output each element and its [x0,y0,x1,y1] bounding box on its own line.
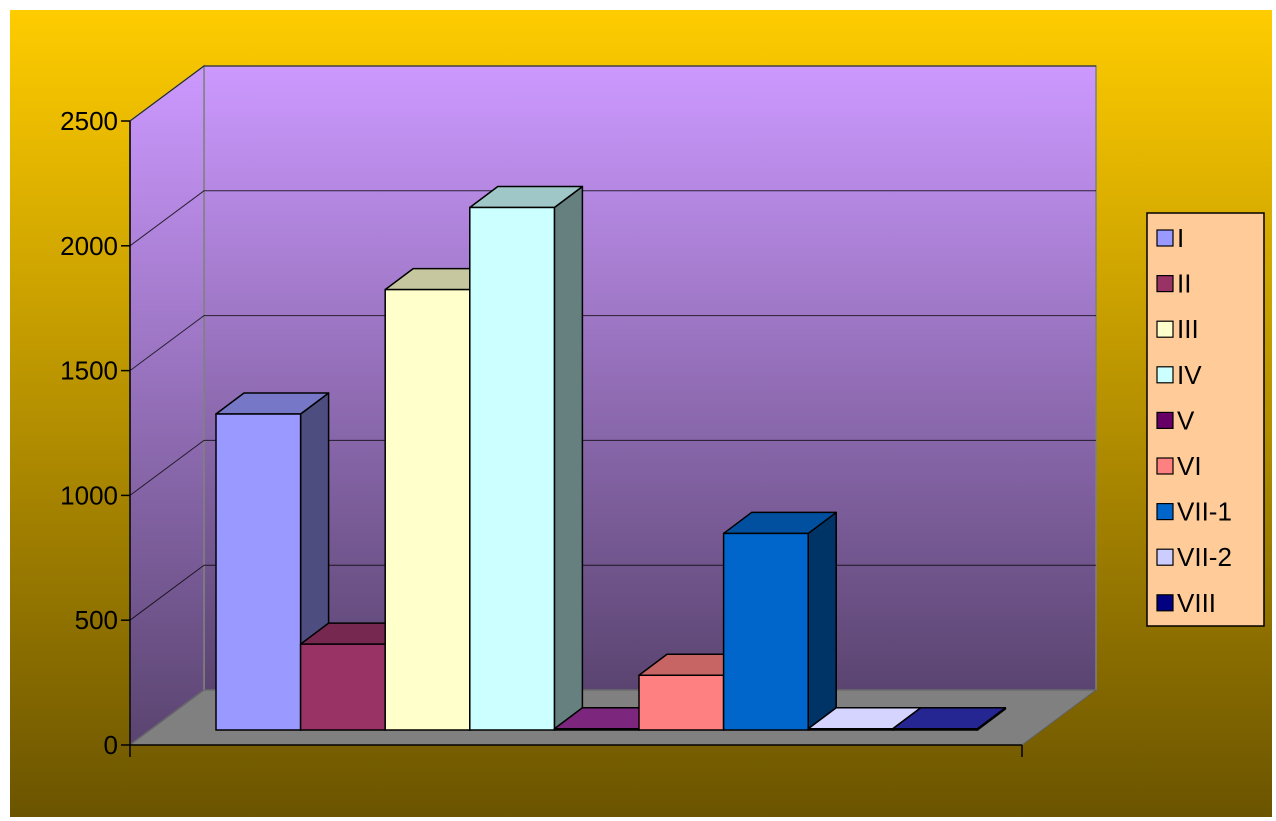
y-tick-label: 2000 [60,231,118,261]
legend-swatch [1156,503,1174,521]
bar-vii-1 [722,511,837,731]
bar-iv [469,185,584,731]
legend-label: VI [1177,451,1202,481]
legend-label: I [1177,223,1184,253]
bar-viii [892,707,1007,731]
legend-swatch [1156,457,1174,475]
gridline [129,439,1096,496]
bar-front [638,674,725,731]
bar-front [299,643,386,731]
legend-label: VII-1 [1177,497,1232,527]
legend-swatch [1156,320,1174,338]
bar-front [384,288,471,731]
legend-swatch [1156,275,1174,293]
legend-label: IV [1177,360,1202,390]
legend-label: III [1177,314,1199,344]
bar-front [215,413,302,731]
bar-front [469,206,556,731]
gridline [129,190,1096,247]
legend-swatch [1156,594,1174,612]
legend-label: V [1177,405,1195,435]
y-tick-label: 1000 [60,480,118,510]
legend-label: II [1177,269,1191,299]
bar-front [553,728,640,731]
gridline [129,315,1096,372]
bar-front [722,532,809,731]
legend-swatch [1156,548,1174,566]
y-tick-label: 2500 [60,106,118,136]
bar-front [807,728,894,731]
value-axis: 0 500 1000 1500 2000 2500 [60,106,1023,760]
legend-swatch [1156,229,1174,247]
side-wall [129,64,205,747]
bar-side [807,511,837,731]
legend-swatch [1156,411,1174,429]
gridline [129,65,1096,122]
back-wall [203,65,1097,691]
legend-label: VIII [1177,588,1216,618]
legend-label: VII-2 [1177,542,1232,572]
bars [215,185,1007,731]
y-tick-label: 0 [104,730,118,760]
legend-swatch [1156,366,1174,384]
y-tick-label: 1500 [60,356,118,386]
bar-side [553,185,584,731]
bar-front [892,728,979,731]
y-tick-label: 500 [75,605,118,635]
